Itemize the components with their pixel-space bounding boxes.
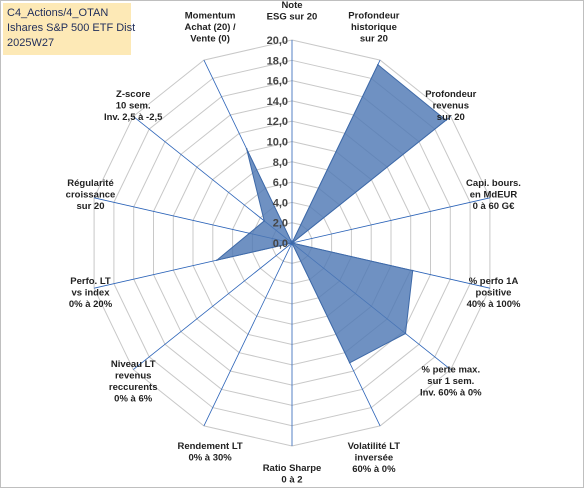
axis-label-10-line-2: 0% à 20% — [69, 299, 113, 310]
axis-label-6-line-2: 60% à 0% — [352, 464, 396, 475]
tick-label-4: 8,0 — [273, 157, 288, 169]
radar-tick-labels: 0,0 2,0 4,0 6,0 8,0 10,0 12,0 14,0 16,0 18,0 20,0 — [267, 35, 288, 250]
axis-label-3-line-0: Capi. bours. — [466, 178, 521, 189]
axis-label-9-line-0: Niveau LT — [111, 359, 156, 370]
tick-label-1: 2,0 — [273, 218, 288, 230]
data-point-9 — [291, 242, 293, 244]
data-point-12 — [263, 220, 266, 222]
radar-series — [216, 63, 447, 364]
axis-label-3-line-2: 0 à 60 G€ — [473, 201, 515, 212]
axis-label-13-line-2: Vente (0) — [190, 34, 230, 45]
data-point-4 — [411, 269, 414, 272]
data-point-10 — [216, 259, 218, 262]
axis-label-13-line-0: Momentum — [185, 11, 236, 22]
data-point-6 — [348, 362, 351, 364]
chart-title-box: C4_Actions/4_OTAN Ishares S&P 500 ETF Di… — [3, 3, 136, 55]
axis-label-11-line-2: sur 20 — [77, 201, 105, 212]
axis-label-8-line-1: 0% à 30% — [188, 453, 232, 464]
data-point-5 — [404, 332, 407, 335]
axis-label-2-line-2: sur 20 — [437, 112, 465, 123]
axis-label-11-line-1: croissance — [66, 189, 116, 200]
spoke-8 — [203, 242, 293, 427]
axis-label-12-line-2: Inv. 2,5 à -2,5 — [104, 112, 163, 123]
tick-label-9: 18,0 — [267, 55, 288, 67]
tick-label-7: 14,0 — [267, 96, 288, 108]
axis-label-5: % perte max.sur 1 sem.Inv. 60% à 0% — [420, 365, 482, 399]
spoke-9 — [133, 242, 293, 370]
data-point-2 — [445, 119, 447, 121]
spoke-3 — [291, 197, 490, 244]
axis-label-1-line-1: historique — [351, 22, 397, 33]
axis-label-5-line-0: % perte max. — [421, 365, 480, 376]
axis-label-8-line-0: Rendement LT — [177, 441, 242, 452]
axis-label-0-line-0: Note — [281, 0, 302, 11]
axis-label-9-line-1: revenus — [115, 371, 151, 382]
axis-label-10-line-1: vs index — [71, 288, 110, 299]
axis-label-7-line-1: 0 à 2 — [281, 474, 302, 485]
axis-label-2-line-1: revenus — [433, 101, 469, 112]
axis-label-4-line-0: % perfo 1A — [469, 276, 519, 287]
axis-label-12-line-0: Z-score — [116, 89, 150, 100]
data-point-11 — [248, 232, 251, 235]
axis-label-5-line-1: sur 1 sem. — [427, 376, 474, 387]
tick-label-5: 10,0 — [267, 137, 288, 149]
axis-label-7-line-0: Ratio Sharpe — [263, 463, 322, 474]
tick-label-8: 16,0 — [267, 76, 288, 88]
axis-label-13-line-1: Achat (20) / — [184, 22, 236, 33]
axis-label-11-line-0: Régularité — [67, 178, 113, 189]
tick-label-0: 0,0 — [273, 238, 288, 250]
axis-label-10-line-0: Perfo. LT — [70, 276, 111, 287]
axis-label-3-line-1: en MdEUR — [470, 189, 518, 200]
title-line-2: Ishares S&P 500 ETF Dist — [7, 22, 136, 34]
axis-label-5-line-2: Inv. 60% à 0% — [420, 388, 482, 399]
axis-label-2-line-0: Profondeur — [425, 89, 476, 100]
tick-label-3: 6,0 — [273, 177, 288, 189]
axis-label-4-line-1: positive — [476, 288, 512, 299]
axis-label-8: Rendement LT0% à 30% — [177, 441, 242, 464]
title-line-1: C4_Actions/4_OTAN — [7, 7, 109, 19]
axis-label-6-line-0: Volatilité LT — [348, 441, 401, 452]
axis-label-4-line-2: 40% à 100% — [467, 299, 521, 310]
tick-label-2: 4,0 — [273, 197, 288, 209]
axis-label-1-line-0: Profondeur — [348, 11, 399, 22]
axis-label-1-line-2: sur 20 — [360, 34, 388, 45]
data-point-1 — [377, 63, 379, 66]
axis-label-6-line-1: inversée — [355, 453, 394, 464]
axis-label-9-line-2: reccurents — [109, 382, 158, 393]
axis-label-12-line-1: 10 sem. — [116, 101, 151, 112]
data-point-13 — [245, 148, 248, 150]
axis-label-9-line-3: 0% à 6% — [114, 394, 153, 405]
tick-label-6: 12,0 — [267, 116, 288, 128]
axis-label-0-line-1: ESG sur 20 — [267, 12, 318, 23]
title-line-3: 2025W27 — [7, 37, 55, 49]
tick-label-10: 20,0 — [267, 35, 288, 47]
